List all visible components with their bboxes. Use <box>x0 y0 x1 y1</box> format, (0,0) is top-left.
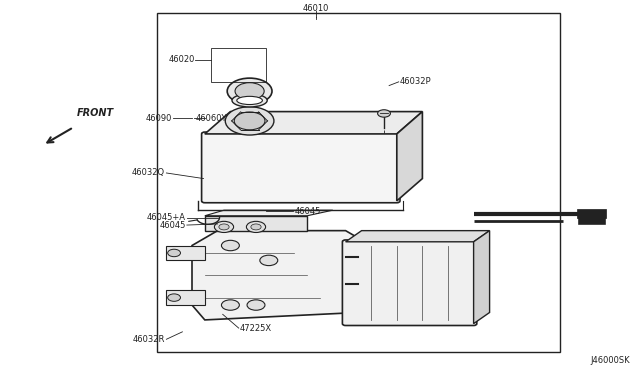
Text: 46060Y: 46060Y <box>195 114 227 123</box>
Text: 46090: 46090 <box>145 114 172 123</box>
Circle shape <box>214 221 234 232</box>
Text: 46020: 46020 <box>169 55 195 64</box>
Circle shape <box>235 83 264 100</box>
Text: 46045: 46045 <box>159 221 186 230</box>
Circle shape <box>246 221 266 232</box>
Text: 46045: 46045 <box>294 207 321 216</box>
Polygon shape <box>346 231 490 242</box>
Polygon shape <box>205 210 333 216</box>
Ellipse shape <box>232 94 268 107</box>
Circle shape <box>378 110 390 117</box>
Bar <box>157 13 560 352</box>
Polygon shape <box>205 216 307 231</box>
Text: 46045+A: 46045+A <box>147 213 186 222</box>
Circle shape <box>225 107 274 135</box>
Circle shape <box>219 224 229 230</box>
Circle shape <box>247 300 265 310</box>
Polygon shape <box>205 112 422 134</box>
Circle shape <box>227 78 272 104</box>
Circle shape <box>234 112 265 130</box>
Ellipse shape <box>237 96 262 105</box>
Polygon shape <box>397 112 422 201</box>
Bar <box>166 290 205 305</box>
Circle shape <box>168 249 180 257</box>
Text: J46000SK: J46000SK <box>591 356 630 365</box>
FancyBboxPatch shape <box>342 240 477 326</box>
Bar <box>211 48 266 82</box>
Circle shape <box>221 240 239 251</box>
Text: FRONT: FRONT <box>77 108 114 118</box>
Text: 46010: 46010 <box>302 4 329 13</box>
Polygon shape <box>192 231 358 320</box>
Circle shape <box>260 255 278 266</box>
Circle shape <box>168 294 180 301</box>
Bar <box>166 246 205 260</box>
Circle shape <box>221 300 239 310</box>
Text: 46032Q: 46032Q <box>132 169 165 177</box>
FancyBboxPatch shape <box>202 132 400 203</box>
Polygon shape <box>474 231 490 324</box>
Text: 47225X: 47225X <box>240 324 272 333</box>
Text: 46032R: 46032R <box>132 335 165 344</box>
Text: 46032P: 46032P <box>400 77 431 86</box>
Circle shape <box>251 224 261 230</box>
